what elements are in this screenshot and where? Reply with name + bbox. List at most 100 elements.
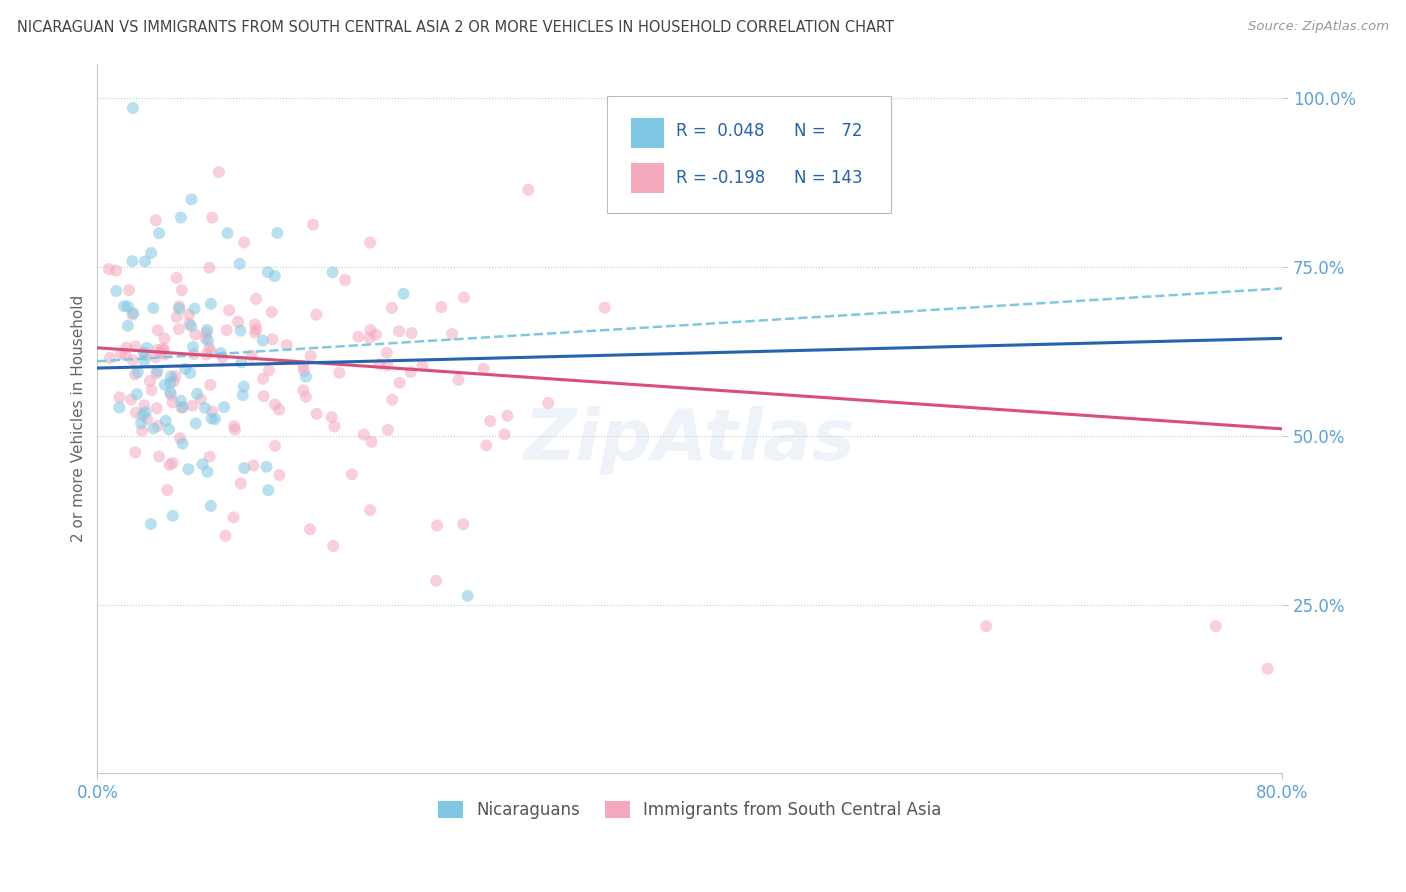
Point (295, 390, 318, 404)
Point (267, 402, 290, 417)
Point (1257, 662, 1279, 676)
Point (152, 342, 174, 356)
Point (359, 331, 381, 345)
Point (167, 322, 190, 336)
Point (212, 400, 235, 414)
Point (159, 458, 181, 472)
Point (127, 365, 149, 379)
Point (120, 392, 142, 407)
Point (172, 436, 194, 450)
Point (347, 329, 370, 343)
Point (121, 308, 143, 322)
Point (166, 310, 188, 324)
Point (401, 326, 423, 340)
Point (153, 331, 176, 345)
Point (240, 349, 263, 363)
Point (323, 419, 346, 434)
Point (121, 353, 143, 368)
Point (146, 343, 169, 357)
Point (430, 300, 453, 314)
Point (226, 315, 249, 329)
Point (141, 246, 163, 260)
Point (457, 589, 479, 603)
Point (125, 406, 148, 420)
Point (256, 459, 278, 474)
Point (146, 323, 169, 337)
Point (228, 257, 250, 271)
Point (118, 283, 141, 297)
Point (167, 299, 190, 313)
Point (1205, 619, 1227, 633)
Point (214, 529, 236, 543)
Point (224, 419, 246, 434)
Point (305, 407, 328, 421)
Point (333, 273, 356, 287)
Point (302, 218, 325, 232)
Point (191, 457, 214, 471)
Point (200, 411, 222, 425)
Point (388, 324, 411, 338)
Point (183, 347, 205, 361)
Point (276, 338, 298, 352)
Point (97, 262, 120, 277)
Point (229, 476, 252, 491)
Text: N =   72: N = 72 (794, 122, 863, 140)
Point (217, 226, 239, 240)
Point (200, 297, 222, 311)
Point (198, 450, 221, 464)
Point (399, 365, 422, 379)
Point (170, 393, 193, 408)
Point (232, 388, 254, 402)
Point (181, 399, 204, 413)
Text: NICARAGUAN VS IMMIGRANTS FROM SOUTH CENTRAL ASIA 2 OR MORE VEHICLES IN HOUSEHOLD: NICARAGUAN VS IMMIGRANTS FROM SOUTH CENT… (17, 20, 894, 35)
Point (295, 369, 318, 384)
Point (194, 401, 217, 415)
Point (368, 357, 391, 371)
Point (496, 409, 519, 423)
Point (146, 401, 169, 416)
Point (146, 418, 169, 433)
Point (163, 375, 186, 389)
Point (162, 456, 184, 470)
Legend: Nicaraguans, Immigrants from South Central Asia: Nicaraguans, Immigrants from South Centr… (432, 794, 949, 825)
Point (266, 226, 288, 240)
Point (231, 355, 253, 369)
Point (108, 401, 131, 415)
Point (299, 349, 322, 363)
Point (245, 322, 267, 336)
Point (145, 213, 167, 227)
Point (252, 389, 274, 403)
Point (229, 324, 252, 338)
Point (129, 416, 152, 430)
Point (131, 408, 153, 422)
FancyBboxPatch shape (607, 96, 891, 213)
Point (134, 405, 156, 419)
Point (200, 378, 222, 392)
Point (169, 431, 191, 445)
Point (381, 301, 404, 315)
Point (134, 254, 156, 268)
Point (451, 517, 474, 532)
Point (180, 193, 202, 207)
Point (162, 508, 184, 523)
Point (298, 522, 321, 536)
Point (201, 404, 224, 418)
Point (340, 467, 363, 482)
Point (184, 417, 207, 431)
Point (195, 347, 218, 361)
Point (195, 323, 218, 337)
Point (208, 165, 231, 179)
Point (292, 359, 315, 373)
Point (411, 359, 433, 373)
Point (148, 227, 170, 241)
Point (974, 619, 997, 633)
Text: R = -0.198: R = -0.198 (676, 169, 765, 187)
Point (186, 386, 208, 401)
Point (177, 462, 200, 476)
Point (115, 341, 138, 355)
Point (233, 461, 256, 475)
Point (222, 510, 245, 524)
Point (243, 326, 266, 340)
Point (160, 369, 183, 384)
Point (184, 327, 207, 342)
